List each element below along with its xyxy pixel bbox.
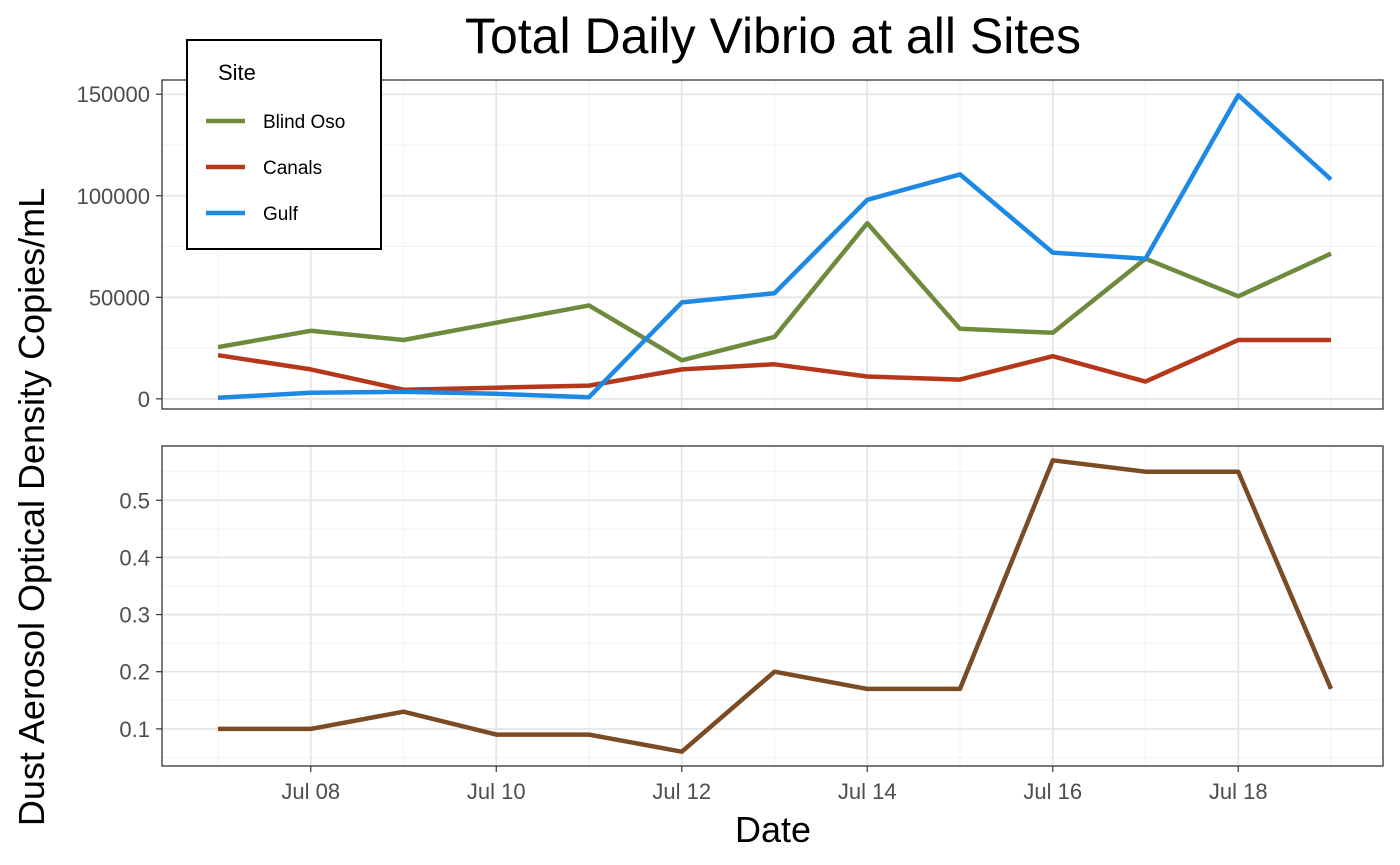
y-axis-title: Dust Aerosol Optical Density Copies/mL	[11, 188, 52, 826]
x-axis: Jul 08 Jul 10 Jul 12 Jul 14 Jul 16 Jul 18	[281, 766, 1268, 804]
x-tick-label: Jul 12	[652, 779, 711, 804]
x-tick-label: Jul 14	[838, 779, 897, 804]
y-tick-label: 0.4	[119, 545, 150, 570]
x-tick-label: Jul 08	[281, 779, 340, 804]
y-tick-label: 0.2	[119, 660, 150, 685]
y-tick-label: 0	[138, 387, 150, 412]
x-tick-label: Jul 16	[1023, 779, 1082, 804]
y-tick-label: 100000	[77, 184, 150, 209]
legend-label-blind-oso: Blind Oso	[263, 112, 345, 133]
x-tick-label: Jul 10	[467, 779, 526, 804]
panel-vibrio: 0 50000 100000 150000	[77, 79, 1384, 412]
y-tick-label: 50000	[89, 285, 150, 310]
legend-label-gulf: Gulf	[263, 204, 299, 225]
series-line-gulf	[217, 92, 1333, 401]
x-axis-title: Date	[735, 809, 811, 850]
panel-border	[161, 445, 1384, 767]
legend-label-canals: Canals	[263, 158, 322, 179]
x-tick-label: Jul 18	[1209, 779, 1268, 804]
y-tick-label: 150000	[77, 82, 150, 107]
chart-title: Total Daily Vibrio at all Sites	[465, 8, 1081, 64]
series-line-dust	[218, 458, 1334, 754]
legend: Site Blind Oso Canals Gulf	[186, 39, 382, 250]
y-tick-label: 0.3	[119, 603, 150, 628]
panel-border	[161, 79, 1384, 410]
panel-dust: 0.1 0.2 0.3 0.4 0.5	[119, 445, 1384, 767]
y-tick-label: 0.5	[119, 488, 150, 513]
legend-title: Site	[218, 60, 256, 85]
y-tick-label: 0.1	[119, 717, 150, 742]
